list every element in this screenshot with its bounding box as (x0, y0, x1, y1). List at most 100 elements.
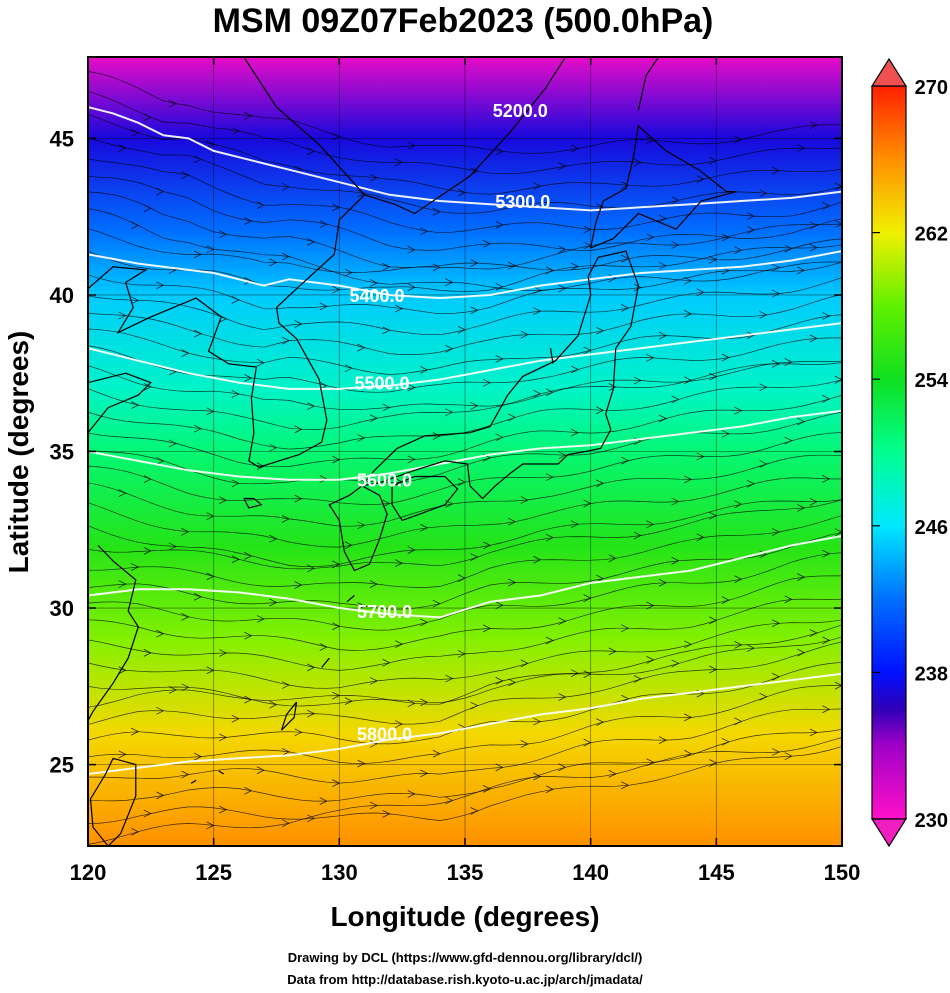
streamline-arrow (596, 479, 605, 488)
streamline-arrow (143, 383, 152, 391)
streamline-arrow (558, 763, 567, 772)
streamline-arrow (357, 189, 366, 198)
streamline-arrow (545, 388, 554, 397)
streamline-arrow (357, 433, 366, 442)
credit-line-1: Drawing by DCL (https://www.gfd-dennou.o… (288, 950, 643, 965)
streamline-arrow (193, 592, 202, 601)
streamline-arrow (822, 394, 831, 403)
streamline-arrow (482, 239, 492, 248)
streamline-arrow (633, 158, 642, 167)
streamline-arrow (307, 814, 316, 823)
streamline-arrow (671, 196, 680, 205)
streamline-arrow (407, 455, 416, 464)
y-tick-label: 40 (50, 283, 74, 308)
streamline-arrow (709, 759, 718, 767)
streamline-arrow (118, 144, 127, 152)
streamline-arrow (445, 674, 454, 683)
streamline-arrow (118, 666, 127, 675)
streamline-arrow (570, 428, 579, 437)
streamline-arrow (621, 781, 630, 790)
streamline-arrow (244, 217, 253, 225)
x-tick-label: 125 (195, 860, 232, 885)
streamline-arrow (721, 596, 730, 605)
streamline-arrow (608, 647, 617, 656)
streamline-arrow (533, 307, 542, 315)
streamline-arrow (407, 283, 416, 292)
coastline (328, 485, 388, 572)
coastline (88, 194, 365, 468)
streamline (88, 244, 842, 292)
streamline-arrow (596, 574, 605, 583)
streamline-arrow (432, 599, 441, 608)
x-tick-label: 145 (698, 860, 735, 885)
streamline-arrow (319, 302, 328, 311)
coastline (243, 57, 567, 215)
colorbar-tick-label: 230 (915, 810, 948, 832)
streamline-arrow (143, 475, 152, 484)
streamline-arrow (646, 354, 655, 362)
streamline-arrow (508, 678, 517, 687)
streamline-arrow (445, 408, 454, 417)
streamline-arrow (307, 663, 316, 672)
streamline-arrow (181, 349, 190, 358)
colorbar-scale (871, 85, 907, 820)
streamline-arrow (482, 624, 492, 633)
streamline-arrow (332, 285, 341, 294)
streamline-arrow (269, 598, 278, 607)
streamline-arrow (244, 111, 253, 120)
streamline-arrow (633, 283, 642, 292)
streamline-arrow (495, 221, 504, 229)
streamline-arrow (696, 533, 705, 542)
streamline-arrow (809, 728, 818, 737)
streamline-arrow (269, 258, 278, 267)
streamline-arrow (420, 227, 429, 236)
streamline-arrow (570, 669, 579, 678)
streamline-arrow (746, 644, 755, 653)
contour-line (88, 106, 842, 212)
streamline-arrow (684, 276, 693, 285)
streamline-arrow (382, 499, 391, 508)
streamline-arrow (784, 358, 793, 366)
streamline-arrow (684, 713, 693, 722)
streamline-arrow (746, 212, 755, 220)
streamline-arrow (394, 720, 404, 728)
streamline-arrow (721, 233, 730, 242)
streamline-arrow (118, 489, 127, 497)
streamline-arrow (357, 759, 366, 768)
x-axis: 120 125 130 135 140 145 150 (70, 57, 860, 885)
streamline-arrow (583, 346, 592, 355)
streamline-arrow (131, 727, 140, 736)
streamline-arrow (470, 701, 479, 710)
streamline-arrow (219, 805, 228, 814)
streamline-arrow (759, 383, 768, 392)
streamline-arrow (219, 733, 228, 742)
streamline-arrow (294, 425, 303, 434)
streamline (88, 261, 842, 315)
colorbar-extend-min (870, 818, 908, 848)
streamline-arrow (822, 705, 831, 714)
coastline (190, 779, 197, 784)
streamline-arrow (533, 389, 542, 398)
y-axis: 25 30 35 40 45 (50, 126, 842, 778)
streamline-arrow (281, 336, 290, 345)
coastline (218, 770, 225, 775)
streamline-arrow (570, 262, 579, 271)
streamline (88, 708, 842, 784)
streamline-arrow (671, 395, 680, 404)
streamline-arrow (533, 717, 542, 726)
streamline-arrow (621, 181, 630, 190)
streamline-arrow (256, 358, 265, 367)
streamline-arrow (583, 738, 592, 747)
streamline-arrow (709, 616, 718, 625)
contour-label: 5400.0 (350, 286, 405, 306)
streamline-arrow (482, 378, 492, 387)
streamline-arrow (307, 238, 316, 246)
streamline-arrow (633, 675, 642, 683)
contour-line (88, 250, 842, 300)
colorbar-tick-label: 270 (915, 77, 948, 99)
streamline-arrow (294, 320, 303, 328)
streamline-arrow (771, 166, 781, 175)
coastline (391, 475, 459, 522)
streamline-arrow (797, 417, 806, 426)
